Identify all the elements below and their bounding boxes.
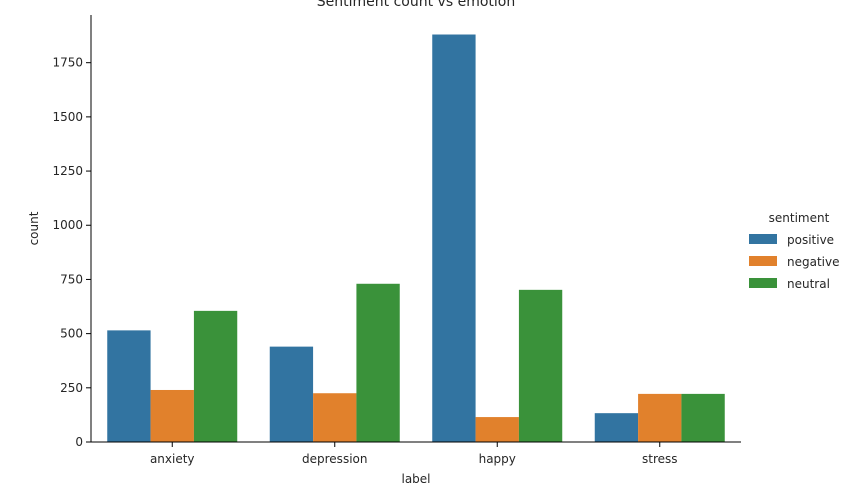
y-tick-label: 1750 xyxy=(52,56,83,70)
bar-happy-positive xyxy=(432,34,476,442)
bar-anxiety-neutral xyxy=(193,310,238,442)
x-tick-label: stress xyxy=(642,452,678,466)
bars-group xyxy=(107,34,725,442)
legend: sentiment positive negative neutral xyxy=(749,211,839,291)
x-axis-label: label xyxy=(401,472,430,486)
y-tick-label: 1250 xyxy=(52,164,83,178)
bar-depression-negative xyxy=(313,393,357,442)
chart-title: Sentiment count vs emotion xyxy=(317,0,515,10)
x-tick-label: happy xyxy=(479,452,516,466)
legend-label-neutral: neutral xyxy=(787,277,830,291)
bar-happy-neutral xyxy=(518,289,563,442)
y-tick-label: 0 xyxy=(75,435,83,449)
bar-happy-negative xyxy=(475,417,519,442)
bar-stress-neutral xyxy=(681,393,725,442)
bar-stress-positive xyxy=(594,413,639,442)
x-axis-ticks: anxiety depression happy stress xyxy=(150,442,678,466)
legend-swatch-neutral xyxy=(749,278,777,288)
legend-title: sentiment xyxy=(769,211,830,225)
legend-label-positive: positive xyxy=(787,233,834,247)
y-tick-label: 750 xyxy=(60,272,83,286)
y-tick-label: 1000 xyxy=(52,218,83,232)
x-tick-label: anxiety xyxy=(150,452,195,466)
y-tick-label: 500 xyxy=(60,327,83,341)
bar-anxiety-negative xyxy=(150,389,194,442)
y-axis-ticks: 0 250 500 750 1000 1250 1500 1750 xyxy=(52,56,91,449)
y-tick-label: 1500 xyxy=(52,110,83,124)
bar-depression-positive xyxy=(269,346,314,442)
bar-stress-negative xyxy=(638,393,682,442)
x-tick-label: depression xyxy=(302,452,367,466)
legend-swatch-negative xyxy=(749,256,777,266)
y-tick-label: 250 xyxy=(60,381,83,395)
legend-swatch-positive xyxy=(749,234,777,244)
bar-depression-neutral xyxy=(356,283,400,442)
y-axis-label: count xyxy=(27,211,41,245)
legend-label-negative: negative xyxy=(787,255,839,269)
bar-anxiety-positive xyxy=(107,330,151,442)
